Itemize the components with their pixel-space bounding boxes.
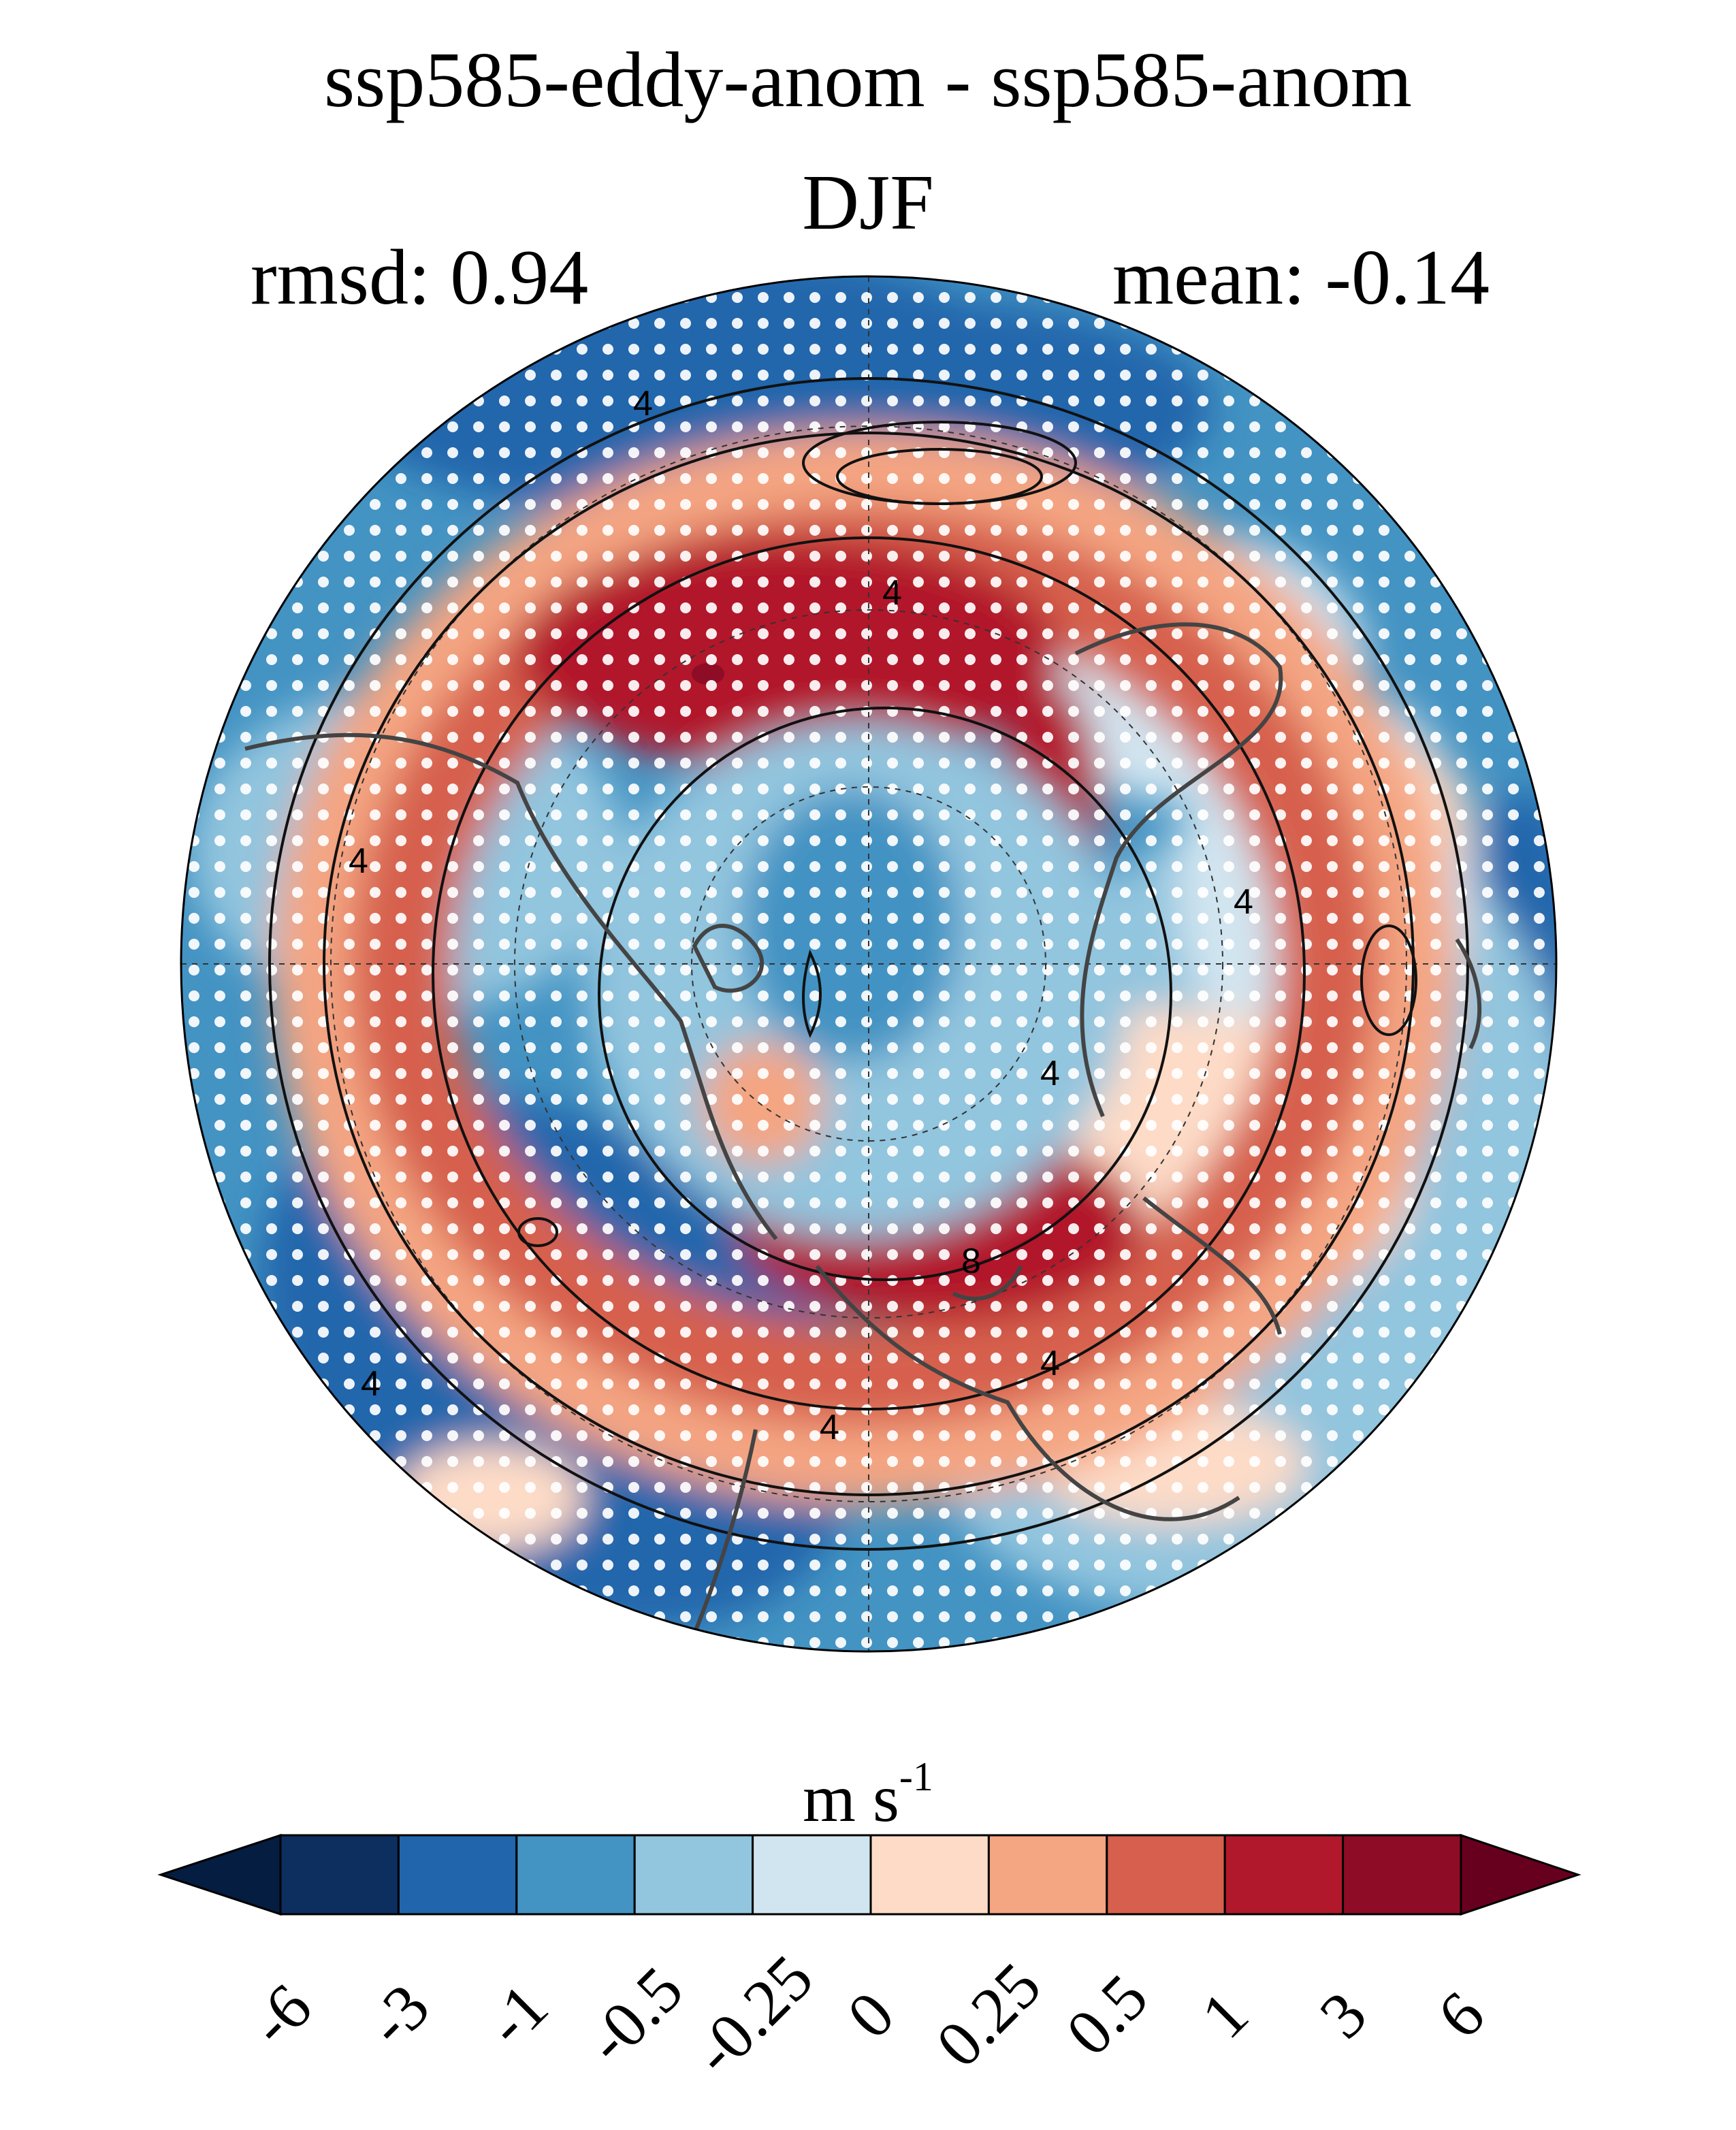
colorbar-box: [1223, 1834, 1345, 1916]
colorbar-box: [515, 1834, 636, 1916]
colorbar-box: [1106, 1834, 1226, 1916]
contour-label: 4: [633, 384, 653, 423]
colorbar-box: [987, 1834, 1108, 1916]
anomaly-field: [181, 276, 1556, 1651]
colorbar-box: [397, 1834, 518, 1916]
map-title: ssp585-eddy-anom - ssp585-anom: [323, 37, 1412, 124]
mean-label: mean: -0.14: [1112, 234, 1490, 321]
colorbar: [157, 1833, 1581, 1916]
colorbar-box: [752, 1834, 872, 1916]
contour-label: 4: [1040, 1054, 1060, 1093]
contour-label: 4: [361, 1364, 381, 1404]
colorbar-max-triangle: [1460, 1833, 1581, 1916]
rmsd-label: rmsd: 0.94: [251, 234, 589, 321]
contour-label: 4: [349, 841, 368, 881]
colorbar-box: [1342, 1834, 1462, 1916]
colorbar-box: [279, 1834, 400, 1916]
contour-label: 4: [882, 573, 902, 613]
units-label: m s-1: [0, 1756, 1736, 1833]
contour-label: 4: [1040, 1344, 1060, 1383]
colorbar-box: [633, 1834, 754, 1916]
map-boundary: [180, 275, 1558, 1653]
units-exponent: -1: [899, 1754, 933, 1799]
contour-label: 8: [961, 1242, 981, 1281]
contour-label: 4: [820, 1408, 839, 1447]
colorbar-box: [869, 1834, 990, 1916]
colorbar-min-triangle: [157, 1833, 282, 1916]
units-base: m s: [803, 1760, 899, 1836]
season-label: DJF: [802, 159, 934, 246]
contour-label: 4: [1234, 882, 1253, 922]
